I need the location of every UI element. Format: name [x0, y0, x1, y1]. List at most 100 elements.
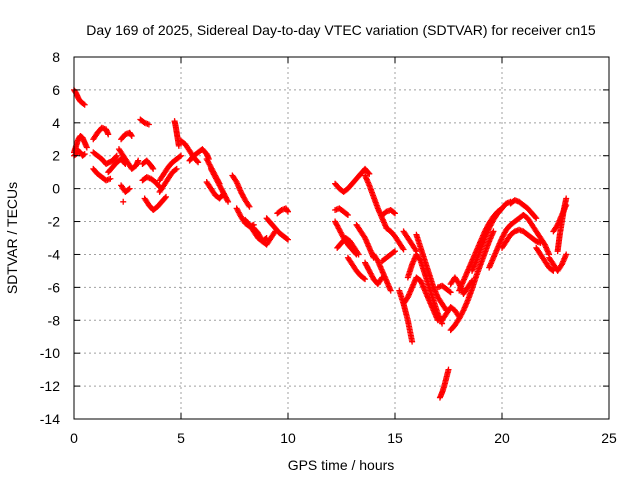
data-point [392, 210, 398, 217]
data-point [178, 152, 184, 159]
series-arc-15 [141, 193, 170, 214]
series-arc-48 [434, 282, 454, 296]
series-arc-55 [499, 226, 544, 251]
series-arc-36 [362, 172, 390, 232]
y-axis-label: SDTVAR / TECUs [4, 182, 20, 294]
data-point [445, 366, 452, 373]
data-point [285, 236, 291, 243]
series-arc-33 [334, 235, 362, 258]
data-point [149, 164, 156, 171]
data-point [387, 287, 394, 294]
data-point [366, 170, 373, 177]
data-points [71, 86, 570, 401]
series-arc-31 [332, 205, 351, 218]
data-point [399, 245, 406, 252]
data-point [355, 251, 362, 258]
x-axis-label: GPS time / hours [288, 457, 395, 473]
data-point [219, 191, 226, 198]
data-point [563, 195, 570, 202]
data-point [172, 166, 179, 173]
data-point [194, 158, 201, 165]
series-arc-45 [400, 274, 441, 324]
grid-lines [74, 57, 609, 419]
data-point [390, 209, 397, 216]
series-arc-11 [120, 198, 127, 205]
data-point [284, 207, 291, 214]
data-point [162, 194, 169, 201]
x-tick-label: 10 [280, 430, 296, 446]
y-tick-label: 6 [52, 82, 60, 98]
data-point [365, 169, 372, 176]
data-point [112, 153, 119, 160]
data-point [246, 203, 253, 210]
data-point [135, 157, 142, 164]
data-point [125, 186, 132, 193]
data-point [150, 165, 157, 172]
data-point [163, 193, 170, 200]
series-arc-23 [203, 179, 227, 202]
y-tick-label: -10 [40, 345, 60, 361]
series-arc-10 [118, 182, 133, 195]
series-arc-18 [171, 118, 182, 149]
data-point [354, 250, 361, 257]
data-point [283, 235, 290, 242]
data-point [80, 151, 87, 158]
data-point [360, 275, 367, 282]
data-point [107, 175, 114, 182]
data-point [446, 288, 453, 295]
data-point [128, 131, 135, 138]
series-arc-29 [274, 205, 291, 217]
series-arc-58 [533, 244, 557, 274]
data-point [400, 246, 407, 253]
series-arc-30 [332, 165, 373, 195]
data-point [176, 153, 183, 160]
series-arc-43 [400, 228, 420, 255]
data-point [563, 251, 570, 258]
series-arc-04 [90, 124, 112, 143]
series-arc-27 [250, 225, 279, 248]
series-arc-12 [137, 116, 152, 128]
data-point [175, 142, 182, 149]
y-tick-label: 2 [52, 148, 60, 164]
data-point [533, 215, 540, 222]
data-point [155, 183, 162, 190]
data-point [173, 165, 180, 172]
data-point [390, 248, 397, 255]
series-arc-37 [362, 259, 386, 288]
series-arc-51 [447, 228, 497, 334]
y-tick-label: 0 [52, 181, 60, 197]
y-tick-label: -8 [48, 312, 61, 328]
data-point [344, 211, 351, 218]
y-tick-label: -12 [40, 378, 60, 394]
x-tick-label: 0 [70, 430, 78, 446]
y-tick-label: 8 [52, 49, 60, 65]
data-point [245, 202, 252, 209]
series-arc-13 [139, 157, 157, 172]
data-point [343, 211, 350, 218]
plot-frame [73, 56, 610, 420]
series-arc-16 [156, 152, 184, 184]
series-arc-57 [520, 211, 553, 258]
y-tick-label: -4 [48, 246, 61, 262]
data-point [225, 198, 232, 205]
x-tick-label: 5 [177, 430, 185, 446]
data-point [126, 185, 133, 192]
series-arc-38 [370, 251, 394, 294]
x-tick-label: 25 [601, 430, 617, 446]
series-arc-17 [156, 165, 180, 195]
series-arc-09 [115, 146, 142, 172]
series-arc-61 [554, 195, 570, 255]
series-arc-06 [90, 165, 114, 184]
series-arc-03 [71, 147, 88, 159]
data-point [285, 208, 291, 215]
data-point [81, 151, 88, 158]
data-point [83, 144, 90, 151]
y-tick-label: -2 [48, 214, 61, 230]
y-tick-label: -14 [40, 411, 60, 427]
series-arc-28 [263, 215, 291, 243]
data-point [490, 228, 497, 235]
y-tick-label: -6 [48, 279, 61, 295]
data-point [145, 121, 152, 128]
series-arc-56 [507, 197, 540, 222]
